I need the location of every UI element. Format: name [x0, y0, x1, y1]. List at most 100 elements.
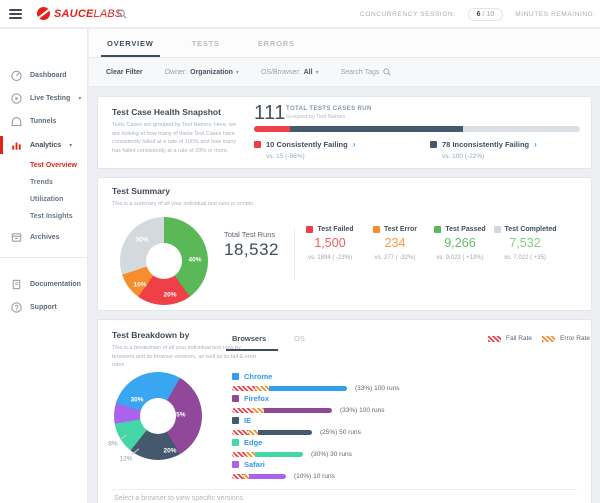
test-failed-vs: vs. 1894 ( -23%) — [298, 255, 362, 261]
breakdown-tab-os[interactable]: OS — [294, 334, 305, 343]
top-header: SAUCELABS CONCURRENCY SESSION: 6 / 10 MI… — [0, 0, 600, 28]
search-tags-placeholder: Search Tags — [341, 69, 380, 76]
ie-runs-label: (25%) 50 runs — [320, 429, 361, 436]
breakdown-card-description: This is a breakdown of all your individu… — [112, 344, 262, 370]
total-test-cases-sublabel: Grouped by Test Names — [286, 114, 372, 120]
tab-tests[interactable]: TESTS — [192, 29, 220, 57]
safari-bar — [232, 474, 286, 479]
browser-row-chrome: Chrome (33%) 100 runs — [232, 372, 399, 392]
error-rate-legend: Error Rate — [542, 335, 590, 342]
chevron-down-icon: ▾ — [78, 95, 81, 102]
donut-label-completed: 30% — [135, 237, 148, 244]
sidebar-label-documentation: Documentation — [30, 281, 81, 288]
test-failed-label: Test Failed — [317, 226, 353, 233]
hamburger-menu-icon[interactable] — [9, 9, 22, 19]
consistently-failing-link[interactable]: 10 Consistently Failing › vs. 15 (-66%) — [254, 140, 355, 160]
browser-link-firefox[interactable]: Firefox — [232, 394, 384, 403]
test-passed-label: Test Passed — [445, 226, 485, 233]
sidebar-item-support[interactable]: Support — [0, 298, 88, 316]
test-error-value: 234 — [363, 236, 427, 250]
fail-rate-legend: Fail Rate — [488, 335, 532, 342]
inconsistently-failing-link[interactable]: 78 Inconsistently Failing › vs. 100 (-22… — [430, 140, 537, 160]
test-passed-vs: vs. 9,023 ( +13%) — [428, 255, 492, 261]
browser-link-safari[interactable]: Safari — [232, 460, 335, 469]
sidebar-item-test-insights[interactable]: Test Insights — [30, 209, 73, 223]
active-tab-underline — [226, 349, 278, 351]
browser-row-edge: Edge (30%) 30 runs — [232, 438, 352, 458]
sidebar-item-analytics[interactable]: Analytics ▾ — [0, 136, 88, 154]
filter-bar: Clear Filter Owner: Organization ▾ OS/Br… — [89, 58, 600, 87]
browser-link-ie[interactable]: IE — [232, 416, 361, 425]
sidebar-label-archives: Archives — [30, 234, 60, 241]
saucelabs-logo[interactable]: SAUCELABS — [37, 7, 122, 20]
summary-card-description: This is a summary of all your individual… — [112, 200, 322, 209]
sidebar-divider — [0, 257, 88, 258]
donut-label-passed: 40% — [188, 257, 201, 264]
test-error-label: Test Error — [384, 226, 417, 233]
sidebar-item-dashboard[interactable]: Dashboard — [0, 66, 88, 84]
sidebar-item-live-testing[interactable]: Live Testing ▾ — [0, 89, 88, 107]
ie-swatch — [232, 417, 239, 424]
tab-overview[interactable]: OVERVIEW — [107, 29, 154, 57]
edge-runs-label: (30%) 30 runs — [311, 451, 352, 458]
chevron-right-icon: › — [353, 141, 356, 149]
firefox-bar — [232, 408, 332, 413]
test-completed-vs: vs. 7,022 ( +35) — [493, 255, 557, 261]
firefox-label: Firefox — [244, 394, 269, 403]
chevron-down-icon: ▾ — [236, 69, 239, 76]
error-rate-swatch — [542, 336, 555, 342]
vertical-divider — [294, 228, 295, 280]
sidebar-label-trends: Trends — [30, 179, 53, 186]
fail-rate-label: Fail Rate — [506, 335, 532, 342]
sidebar-label-analytics: Analytics — [30, 142, 61, 149]
safari-swatch — [232, 461, 239, 468]
sidebar-item-archives[interactable]: Archives — [0, 228, 88, 246]
os-browser-filter-dropdown[interactable]: OS/Browser: All ▾ — [261, 69, 319, 76]
browser-row-ie: IE (25%) 50 runs — [232, 416, 361, 436]
breakdown-tab-browsers[interactable]: Browsers — [232, 334, 266, 343]
firefox-runs-label: (33%) 100 runs — [340, 407, 384, 414]
donut-label-firefox: 35% — [172, 412, 185, 419]
sidebar-item-tunnels[interactable]: Tunnels — [0, 112, 88, 130]
inconsistently-failing-swatch — [430, 141, 437, 148]
test-failed-value: 1,500 — [298, 236, 362, 250]
main-content: OVERVIEW TESTS ERRORS Clear Filter Owner… — [89, 29, 600, 503]
question-circle-icon — [10, 301, 23, 314]
health-card-title: Test Case Health Snapshot — [112, 107, 221, 117]
document-icon — [10, 278, 23, 291]
test-failed-swatch — [306, 226, 313, 233]
total-test-cases-label: TOTAL TESTS CASES RUN — [286, 106, 372, 112]
sidebar-item-test-overview[interactable]: Test Overview — [30, 158, 77, 172]
owner-filter-dropdown[interactable]: Owner: Organization ▾ — [165, 69, 239, 76]
clear-filter-button[interactable]: Clear Filter — [106, 69, 143, 76]
firefox-swatch — [232, 395, 239, 402]
sidebar: Dashboard Live Testing ▾ Tunnels Analyti… — [0, 29, 88, 503]
sidebar-label-utilization: Utilization — [30, 196, 63, 203]
donut-label-failed: 20% — [163, 292, 176, 299]
consistently-failing-count: 10 — [266, 140, 274, 149]
sidebar-item-documentation[interactable]: Documentation — [0, 275, 88, 293]
sidebar-item-utilization[interactable]: Utilization — [30, 192, 63, 206]
saucelabs-logo-icon — [37, 7, 50, 20]
search-tags-input[interactable]: Search Tags — [341, 68, 392, 76]
tab-errors[interactable]: ERRORS — [258, 29, 295, 57]
ie-label: IE — [244, 416, 251, 425]
search-icon[interactable] — [117, 9, 127, 19]
browser-link-edge[interactable]: Edge — [232, 438, 352, 447]
owner-filter-value: Organization — [190, 69, 233, 76]
sidebar-label-live-testing: Live Testing — [30, 95, 70, 102]
stat-test-completed: Test Completed 7,532 vs. 7,022 ( +35) — [493, 226, 557, 261]
sidebar-label-dashboard: Dashboard — [30, 72, 67, 79]
chevron-right-icon: › — [534, 141, 537, 149]
consistently-failing-vs: vs. 15 (-66%) — [266, 153, 355, 160]
dashboard-content: Test Case Health Snapshot Tests Cases ar… — [89, 88, 600, 503]
test-completed-swatch — [494, 226, 501, 233]
browser-link-chrome[interactable]: Chrome — [232, 372, 399, 381]
owner-filter-label: Owner: — [165, 69, 188, 76]
donut-label-edge: 12% — [119, 456, 132, 463]
concurrency-badge: 6 / 10 — [468, 8, 504, 21]
select-browser-hint: Select a browser to view specific versio… — [114, 495, 243, 502]
safari-label: Safari — [244, 460, 265, 469]
sidebar-label-test-overview: Test Overview — [30, 162, 77, 169]
sidebar-item-trends[interactable]: Trends — [30, 175, 53, 189]
